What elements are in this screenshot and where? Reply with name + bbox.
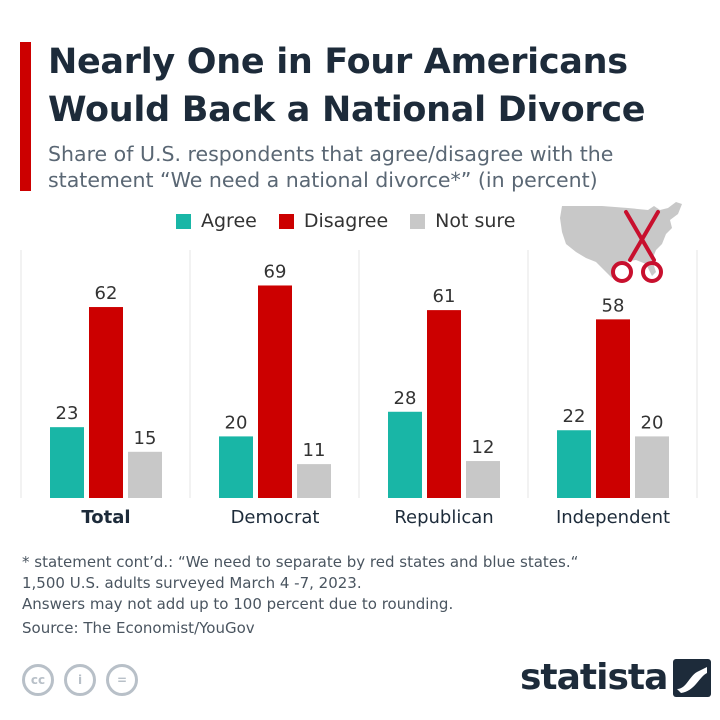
bar-not-sure: [128, 451, 162, 498]
data-label: 20: [225, 412, 248, 433]
legend-swatch-agree: [176, 213, 191, 229]
data-label: 11: [303, 440, 326, 461]
attribution-icon[interactable]: i: [64, 664, 96, 696]
accent-bar: [20, 42, 31, 191]
license-icons: cc i =: [22, 664, 148, 696]
bar-disagree: [427, 310, 461, 498]
us-map-scissors-icon: [560, 202, 682, 283]
scissors-icon: [611, 210, 663, 283]
statista-mark-icon: [673, 659, 712, 697]
category-label: Republican: [394, 507, 493, 528]
bar-agree: [50, 427, 84, 498]
no-derivatives-icon[interactable]: =: [106, 664, 138, 696]
category-label: Total: [81, 507, 130, 528]
bar-not-sure: [635, 436, 669, 498]
category-label: Democrat: [231, 507, 320, 528]
data-label: 22: [563, 406, 586, 427]
legend: Agree Disagree Not sure: [176, 210, 538, 232]
bar-agree: [557, 430, 591, 498]
rounding-note: Answers may not add up to 100 percent du…: [22, 595, 454, 613]
legend-label-agree: Agree: [201, 210, 257, 232]
data-label: 28: [394, 388, 417, 409]
chart-title: Nearly One in Four Americans Would Back …: [48, 42, 646, 130]
bar-disagree: [89, 307, 123, 498]
data-label: 20: [641, 412, 664, 433]
legend-item-disagree: Disagree: [278, 210, 389, 232]
brand-name: statista: [520, 657, 668, 698]
data-label: 61: [433, 286, 456, 307]
chart-subtitle: Share of U.S. respondents that agree/dis…: [48, 142, 614, 192]
data-label: 62: [95, 283, 118, 304]
legend-swatch-not-sure: [410, 213, 426, 229]
source-note: Source: The Economist/YouGov: [22, 619, 255, 637]
cc-icon[interactable]: cc: [22, 664, 54, 696]
bar-chart: 23 62 15 Total 20 69 11 Democrat 28 61 12 Republica…: [20, 250, 698, 528]
bar-agree: [388, 411, 422, 498]
data-label: 23: [56, 403, 79, 424]
legend-label-not-sure: Not sure: [435, 210, 516, 232]
legend-item-agree: Agree: [176, 210, 257, 232]
bar-disagree: [258, 285, 292, 498]
data-label: 15: [134, 428, 157, 449]
bar-not-sure: [466, 461, 500, 498]
legend-label-disagree: Disagree: [303, 210, 389, 232]
footnote-line: * statement cont’d.: “We need to separat…: [22, 553, 579, 571]
survey-note: 1,500 U.S. adults surveyed March 4 -7, 2…: [22, 574, 362, 592]
legend-item-not-sure: Not sure: [410, 210, 516, 232]
category-label: Independent: [556, 507, 670, 528]
data-label: 69: [264, 261, 287, 282]
data-label: 58: [602, 295, 625, 316]
statista-logo[interactable]: statista: [520, 657, 712, 698]
bar-not-sure: [297, 464, 331, 498]
bar-disagree: [596, 319, 630, 498]
data-label: 12: [472, 437, 495, 458]
legend-swatch-disagree: [278, 213, 294, 229]
bar-agree: [219, 436, 253, 498]
chart-notes: * statement cont’d.: “We need to separat…: [22, 552, 702, 639]
